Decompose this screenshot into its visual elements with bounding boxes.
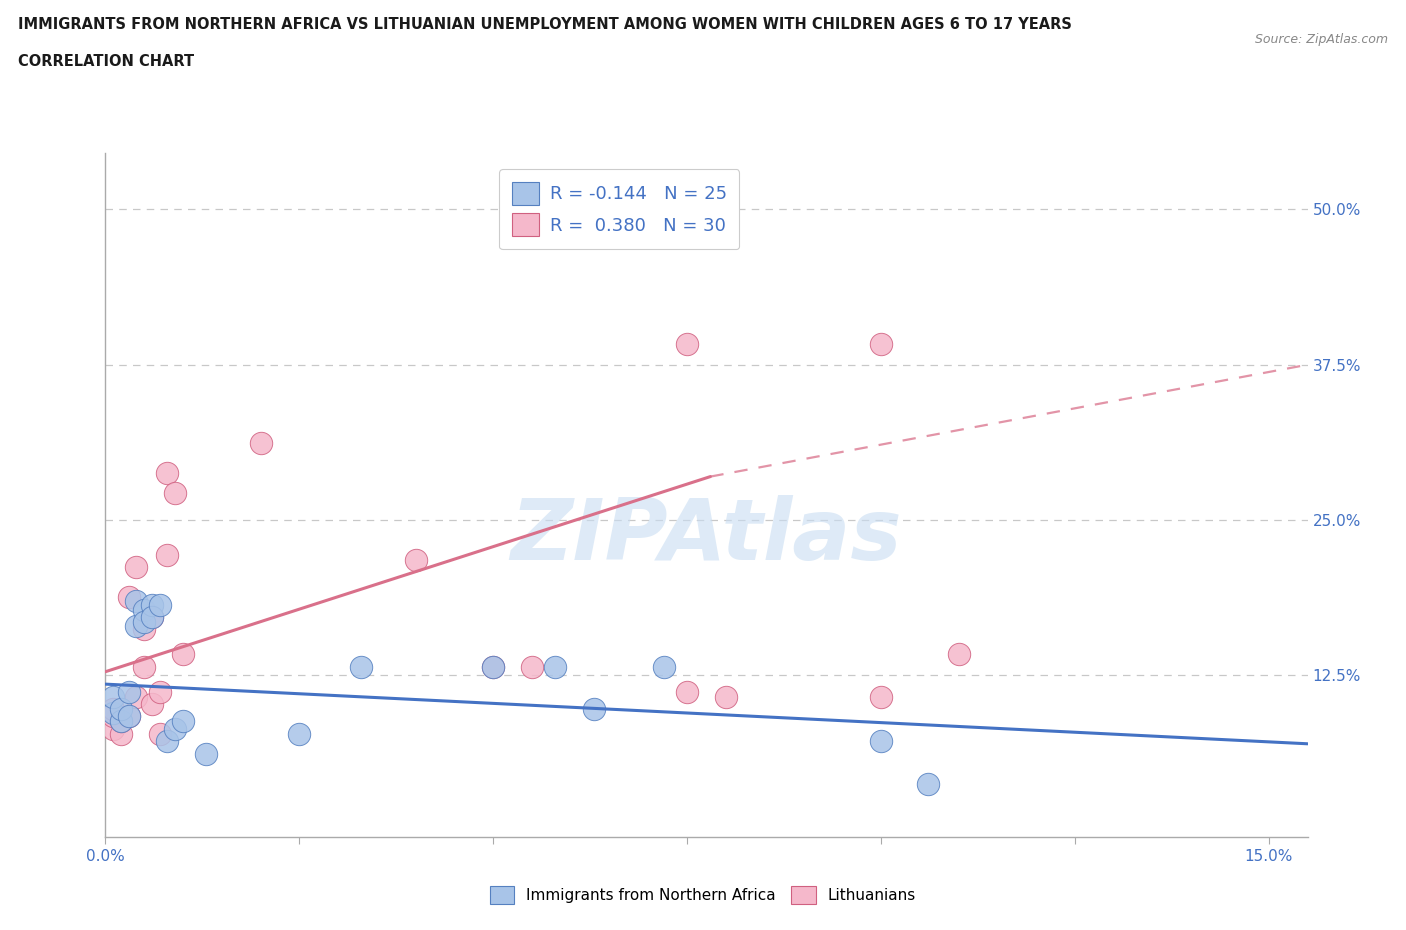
- Point: [118, 709, 141, 724]
- Point: [652, 659, 675, 674]
- Point: [103, 689, 125, 704]
- Point: [149, 684, 172, 699]
- Point: [125, 689, 148, 704]
- Point: [141, 609, 163, 624]
- Point: [149, 726, 172, 741]
- Point: [103, 705, 125, 720]
- Point: [110, 714, 132, 729]
- Point: [141, 697, 163, 711]
- Point: [172, 647, 194, 662]
- Point: [110, 701, 132, 716]
- Text: CORRELATION CHART: CORRELATION CHART: [18, 54, 194, 69]
- Point: [125, 560, 148, 575]
- Point: [134, 615, 156, 630]
- Point: [165, 722, 187, 737]
- Point: [118, 590, 141, 604]
- Point: [156, 465, 179, 480]
- Point: [917, 777, 939, 791]
- Point: [141, 609, 163, 624]
- Point: [482, 659, 505, 674]
- Point: [676, 684, 699, 699]
- Point: [676, 336, 699, 351]
- Point: [141, 597, 163, 612]
- Legend: R = -0.144   N = 25, R =  0.380   N = 30: R = -0.144 N = 25, R = 0.380 N = 30: [499, 169, 740, 249]
- Point: [195, 746, 218, 761]
- Point: [103, 701, 125, 716]
- Point: [103, 709, 125, 724]
- Point: [560, 212, 582, 227]
- Point: [125, 618, 148, 633]
- Point: [110, 726, 132, 741]
- Point: [134, 622, 156, 637]
- Point: [118, 709, 141, 724]
- Point: [350, 659, 373, 674]
- Point: [249, 435, 271, 450]
- Point: [125, 593, 148, 608]
- Point: [110, 714, 132, 729]
- Point: [870, 336, 893, 351]
- Point: [405, 552, 427, 567]
- Text: Source: ZipAtlas.com: Source: ZipAtlas.com: [1254, 33, 1388, 46]
- Text: IMMIGRANTS FROM NORTHERN AFRICA VS LITHUANIAN UNEMPLOYMENT AMONG WOMEN WITH CHIL: IMMIGRANTS FROM NORTHERN AFRICA VS LITHU…: [18, 17, 1073, 32]
- Point: [134, 602, 156, 617]
- Point: [583, 701, 606, 716]
- Y-axis label: Unemployment Among Women with Children Ages 6 to 17 years: Unemployment Among Women with Children A…: [0, 280, 7, 711]
- Legend: Immigrants from Northern Africa, Lithuanians: Immigrants from Northern Africa, Lithuan…: [482, 878, 924, 911]
- Point: [118, 684, 141, 699]
- Point: [172, 714, 194, 729]
- Point: [482, 659, 505, 674]
- Point: [520, 659, 543, 674]
- Point: [288, 726, 311, 741]
- Point: [156, 734, 179, 749]
- Point: [149, 597, 172, 612]
- Text: ZIPAtlas: ZIPAtlas: [510, 495, 903, 578]
- Point: [870, 734, 893, 749]
- Point: [544, 659, 567, 674]
- Point: [948, 647, 970, 662]
- Point: [103, 722, 125, 737]
- Point: [714, 689, 737, 704]
- Point: [156, 548, 179, 563]
- Point: [134, 659, 156, 674]
- Point: [165, 485, 187, 500]
- Point: [870, 689, 893, 704]
